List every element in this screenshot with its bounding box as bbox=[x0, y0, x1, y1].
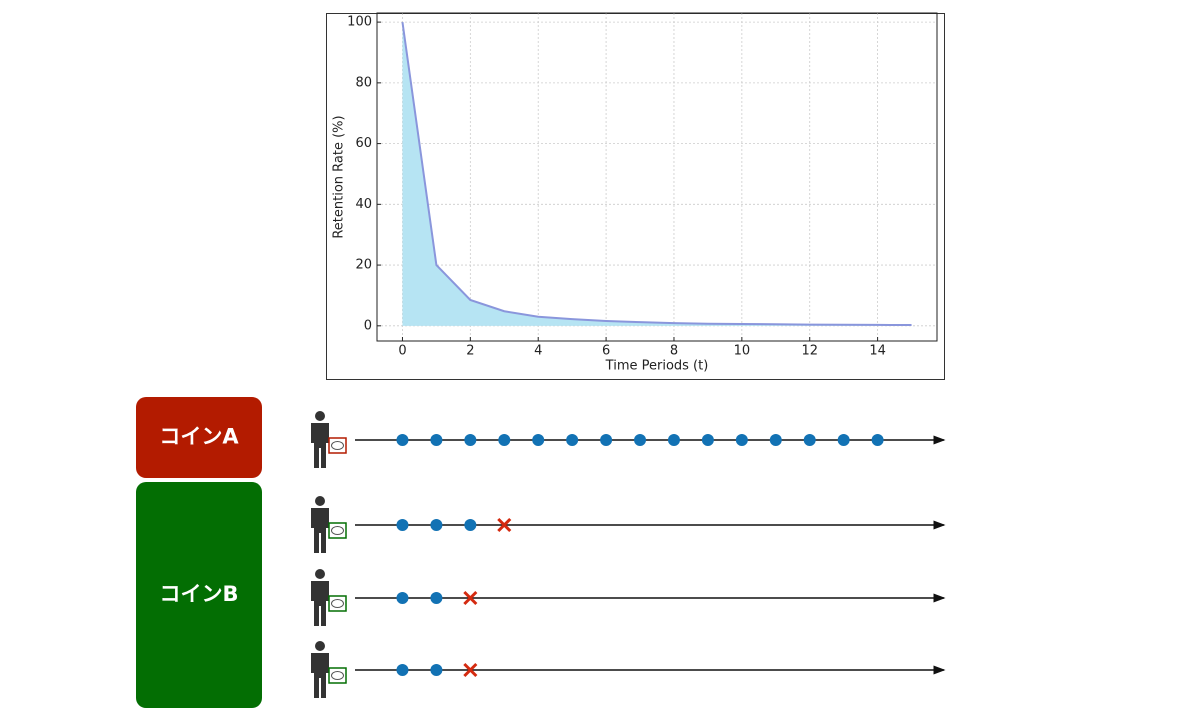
period-dot bbox=[566, 434, 579, 446]
period-dot bbox=[803, 434, 816, 446]
coin-icon bbox=[331, 671, 344, 680]
x-tick-label: 12 bbox=[801, 344, 818, 359]
coin-box bbox=[136, 482, 262, 708]
coin-icon bbox=[331, 599, 344, 608]
person-head bbox=[315, 496, 325, 506]
person-head bbox=[315, 641, 325, 651]
x-tick-label: 4 bbox=[534, 344, 542, 359]
period-dot bbox=[430, 592, 443, 604]
period-dot bbox=[430, 664, 443, 676]
axes bbox=[376, 12, 938, 342]
y-tick-label: 40 bbox=[355, 197, 372, 212]
x-tick-label: 14 bbox=[869, 344, 886, 359]
coin-card bbox=[328, 437, 347, 454]
period-dot bbox=[701, 434, 714, 446]
churn-mark bbox=[463, 662, 478, 678]
x-tick-label: 10 bbox=[734, 344, 751, 359]
period-dot bbox=[667, 434, 680, 446]
period-dot bbox=[735, 434, 748, 446]
x-tick-label: 2 bbox=[466, 344, 474, 359]
person-body bbox=[311, 653, 329, 698]
y-tick-label: 100 bbox=[347, 15, 372, 30]
period-dot bbox=[430, 434, 443, 446]
period-dot bbox=[634, 434, 647, 446]
period-dot bbox=[600, 434, 613, 446]
coin-icon bbox=[331, 526, 344, 535]
y-axis-label: Retention Rate (%) bbox=[332, 115, 347, 238]
line bbox=[401, 21, 912, 327]
period-dot bbox=[396, 434, 409, 446]
coin-label: コインA bbox=[159, 425, 239, 449]
person-body bbox=[311, 508, 329, 553]
churn-mark bbox=[497, 517, 512, 533]
period-dot bbox=[430, 519, 443, 531]
churn-mark bbox=[463, 590, 478, 606]
period-dot bbox=[769, 434, 782, 446]
period-dot bbox=[396, 664, 409, 676]
period-dot bbox=[498, 434, 511, 446]
period-dot bbox=[464, 434, 477, 446]
person-body bbox=[311, 581, 329, 626]
coin-card bbox=[328, 595, 347, 612]
y-tick-label: 0 bbox=[364, 318, 372, 333]
period-dot bbox=[396, 519, 409, 531]
coin-label: コインB bbox=[159, 582, 238, 606]
period-dot bbox=[464, 519, 477, 531]
period-dot bbox=[837, 434, 850, 446]
period-dot bbox=[871, 434, 884, 446]
coin-box bbox=[136, 397, 262, 478]
y-tick-label: 80 bbox=[355, 75, 372, 90]
y-tick-label: 60 bbox=[355, 136, 372, 151]
area bbox=[402, 22, 912, 326]
x-tick-label: 8 bbox=[670, 344, 678, 359]
person-head bbox=[315, 411, 325, 421]
person-head bbox=[315, 569, 325, 579]
period-dot bbox=[532, 434, 545, 446]
x-tick-label: 0 bbox=[398, 344, 406, 359]
person-body bbox=[311, 423, 329, 468]
coin-card bbox=[328, 667, 347, 684]
coin-card bbox=[328, 522, 347, 539]
coin-icon bbox=[331, 441, 344, 450]
y-tick-label: 20 bbox=[355, 258, 372, 273]
x-axis-label: Time Periods (t) bbox=[605, 359, 709, 374]
period-dot bbox=[396, 592, 409, 604]
x-tick-label: 6 bbox=[602, 344, 610, 359]
